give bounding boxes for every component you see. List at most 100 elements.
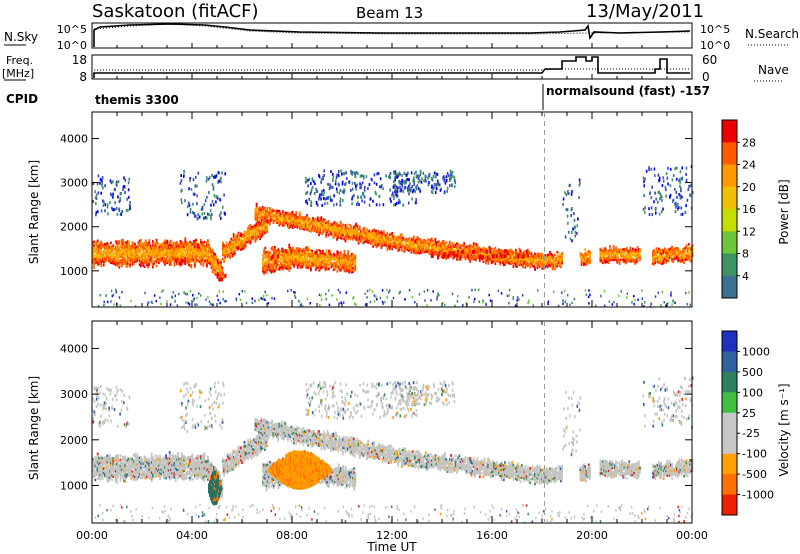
echo-cell <box>545 256 548 260</box>
echo-cell <box>271 264 274 267</box>
echo-cell <box>191 243 194 246</box>
echo-cell <box>601 257 604 261</box>
echo-cell <box>669 184 672 188</box>
echo-cell <box>345 228 348 231</box>
echo-cell <box>419 169 422 173</box>
echo-cell <box>179 259 182 263</box>
echo-cell <box>113 262 116 265</box>
echo-cell <box>410 243 413 246</box>
echo-cell <box>387 244 390 247</box>
echo-cell <box>516 261 518 264</box>
echo-cell <box>495 249 498 253</box>
echo-cell <box>316 226 319 229</box>
echo-cell <box>336 234 338 237</box>
echo-cell <box>561 291 563 294</box>
echo-cell <box>264 260 267 264</box>
echo-cell <box>680 186 682 190</box>
echo-cell <box>391 231 394 235</box>
echo-cell <box>177 247 179 251</box>
echo-cell <box>170 259 172 262</box>
echo-cell <box>240 242 242 245</box>
echo-cell <box>411 240 414 244</box>
echo-cell <box>486 253 488 256</box>
echo-cell <box>150 249 153 252</box>
echo-cell <box>93 240 95 243</box>
echo-cell <box>144 251 147 254</box>
echo-cell <box>201 247 203 250</box>
echo-cell <box>380 244 383 247</box>
echo-cell <box>687 188 690 191</box>
echo-cell <box>478 300 481 304</box>
echo-cell <box>278 268 281 271</box>
echo-cell <box>667 257 670 261</box>
echo-cell <box>623 252 626 255</box>
echo-cell <box>378 232 380 235</box>
echo-cell <box>123 246 125 249</box>
echo-cell <box>92 259 94 262</box>
echo-cell <box>676 247 678 250</box>
echo-cell <box>432 175 435 178</box>
echo-cell <box>362 233 365 237</box>
echo-cell <box>254 214 257 217</box>
echo-cell <box>260 217 263 220</box>
echo-cell <box>516 296 519 299</box>
echo-cell <box>128 242 130 245</box>
echo-cell <box>246 238 248 241</box>
echo-cell <box>386 248 389 251</box>
echo-cell <box>451 245 454 249</box>
echo-cell <box>648 213 651 216</box>
echo-cell <box>472 254 475 257</box>
echo-cell <box>99 260 101 263</box>
echo-cell <box>355 171 358 174</box>
echo-cell <box>182 248 184 251</box>
echo-cell <box>168 253 171 256</box>
echo-cell <box>94 190 96 194</box>
echo-cell <box>153 262 155 265</box>
echo-cell <box>412 251 415 254</box>
echo-cell <box>114 242 117 245</box>
echo-cell <box>275 251 277 255</box>
echo-cell <box>288 259 291 262</box>
echo-cell <box>116 260 118 264</box>
echo-cell <box>412 235 415 238</box>
echo-cell <box>299 260 301 263</box>
echo-cell <box>113 248 116 251</box>
echo-cell <box>270 213 272 216</box>
echo-cell <box>343 189 346 193</box>
echo-cell <box>390 232 392 236</box>
echo-cell <box>518 298 520 301</box>
echo-cell <box>587 261 590 265</box>
echo-cell <box>337 228 340 231</box>
echo-cell <box>208 251 210 255</box>
echo-cell <box>353 261 355 264</box>
echo-cell <box>658 249 660 252</box>
echo-cell <box>290 251 293 254</box>
echo-cell <box>456 300 459 303</box>
echo-cell <box>178 254 181 258</box>
echo-cell <box>282 222 284 225</box>
echo-cell <box>310 255 312 258</box>
echo-cell <box>344 260 347 263</box>
echo-cell <box>339 197 342 201</box>
echo-cell <box>349 265 352 268</box>
echo-cell <box>447 249 450 253</box>
echo-cell <box>154 250 157 253</box>
echo-cell <box>624 250 627 253</box>
echo-cell <box>504 259 506 262</box>
echo-cell <box>134 258 136 262</box>
echo-cell <box>510 260 512 264</box>
echo-cell <box>322 226 325 229</box>
echo-cell <box>313 251 316 255</box>
echo-cell <box>152 252 154 255</box>
echo-cell <box>231 242 234 246</box>
echo-cell <box>667 253 670 257</box>
echo-cell <box>460 248 463 251</box>
echo-cell <box>474 288 476 292</box>
echo-cell <box>499 263 502 266</box>
echo-cell <box>316 262 318 266</box>
echo-cell <box>190 258 193 261</box>
echo-cell <box>671 253 673 257</box>
echo-cell <box>93 264 95 267</box>
echo-cell <box>113 303 115 306</box>
echo-cell <box>342 257 345 260</box>
